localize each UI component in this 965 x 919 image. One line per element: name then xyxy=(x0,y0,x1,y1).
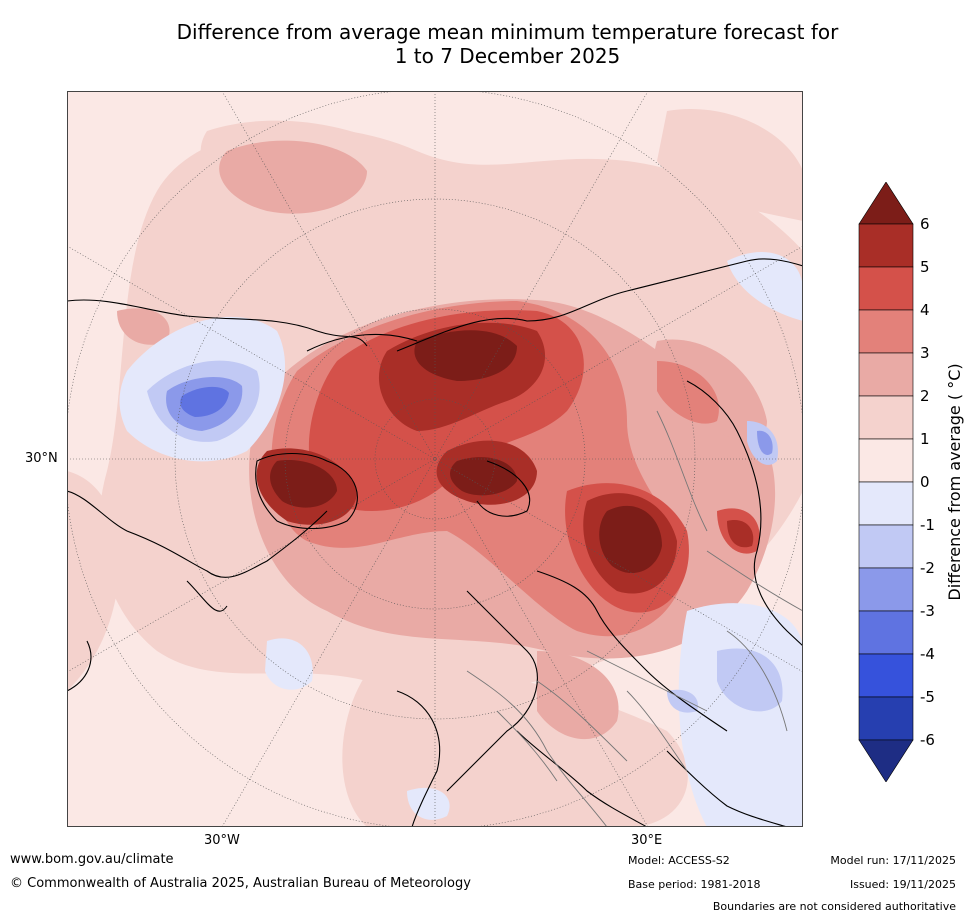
colorbar-bands xyxy=(858,223,914,741)
colorbar-top-arrow xyxy=(858,181,914,225)
lat-label-30n: 30°N xyxy=(25,451,58,466)
colorbar-tick-label: 3 xyxy=(920,344,930,362)
colorbar-tick-label: 4 xyxy=(920,301,930,319)
footer-issued: Issued: 19/11/2025 xyxy=(849,878,956,891)
footer-website[interactable]: www.bom.gov.au/climate xyxy=(10,852,174,867)
footer-copyright: © Commonwealth of Australia 2025, Austra… xyxy=(10,876,471,891)
map-title: Difference from average mean minimum tem… xyxy=(0,20,965,68)
colorbar-band xyxy=(858,481,914,526)
colorbar-band xyxy=(858,438,914,483)
graticule xyxy=(67,91,803,827)
colorbar-tick-label: -5 xyxy=(920,688,935,706)
borders xyxy=(466,410,803,827)
lon-label-30e: 30°E xyxy=(631,833,663,848)
colorbar-band xyxy=(858,395,914,440)
colorbar-tick-label: 5 xyxy=(920,258,930,276)
footer-model: Model: ACCESS-S2 xyxy=(628,854,730,867)
colorbar-ticks: 6 5 4 3 2 1 0 -1 -2 -3 -4 -5 -6 xyxy=(920,215,935,749)
colorbar-band xyxy=(858,653,914,698)
colorbar-tick-label: -1 xyxy=(920,516,935,534)
colorbar-tick-label: -4 xyxy=(920,645,935,663)
colorbar-band xyxy=(858,223,914,268)
colorbar-band xyxy=(858,610,914,655)
colorbar-band xyxy=(858,567,914,612)
colorbar-bottom-arrow xyxy=(858,739,914,783)
footer-base-period: Base period: 1981-2018 xyxy=(628,878,761,891)
anomaly-minus-3-4 xyxy=(180,386,229,417)
forecast-map xyxy=(67,91,803,827)
colorbar-tick-label: -3 xyxy=(920,602,935,620)
colorbar-band xyxy=(858,524,914,569)
lon-label-30w: 30°W xyxy=(204,833,240,848)
colorbar-svg: 6 5 4 3 2 1 0 -1 -2 -3 -4 -5 -6 Difference from aver… xyxy=(858,181,964,783)
footer-disclaimer: Boundaries are not considered authoritat… xyxy=(712,900,956,913)
map-svg xyxy=(67,91,803,827)
colorbar-band xyxy=(858,309,914,354)
colorbar-label: Difference from average ( °C) xyxy=(945,363,964,600)
colorbar: 6 5 4 3 2 1 0 -1 -2 -3 -4 -5 -6 Difference from aver… xyxy=(858,181,965,783)
colorbar-tick-label: -6 xyxy=(920,731,935,749)
coastlines xyxy=(67,258,803,827)
colorbar-tick-label: 1 xyxy=(920,430,930,448)
map-frame xyxy=(67,91,803,827)
colorbar-band xyxy=(858,266,914,311)
colorbar-tick-label: 6 xyxy=(920,215,930,233)
colorbar-band xyxy=(858,352,914,397)
colorbar-tick-label: -2 xyxy=(920,559,935,577)
colorbar-tick-label: 2 xyxy=(920,387,930,405)
footer-model-run: Model run: 17/11/2025 xyxy=(830,854,956,867)
title-line-2: 1 to 7 December 2025 xyxy=(394,44,621,68)
colorbar-band xyxy=(858,696,914,741)
colorbar-tick-label: 0 xyxy=(920,473,930,491)
title-line-1: Difference from average mean minimum tem… xyxy=(176,20,839,44)
